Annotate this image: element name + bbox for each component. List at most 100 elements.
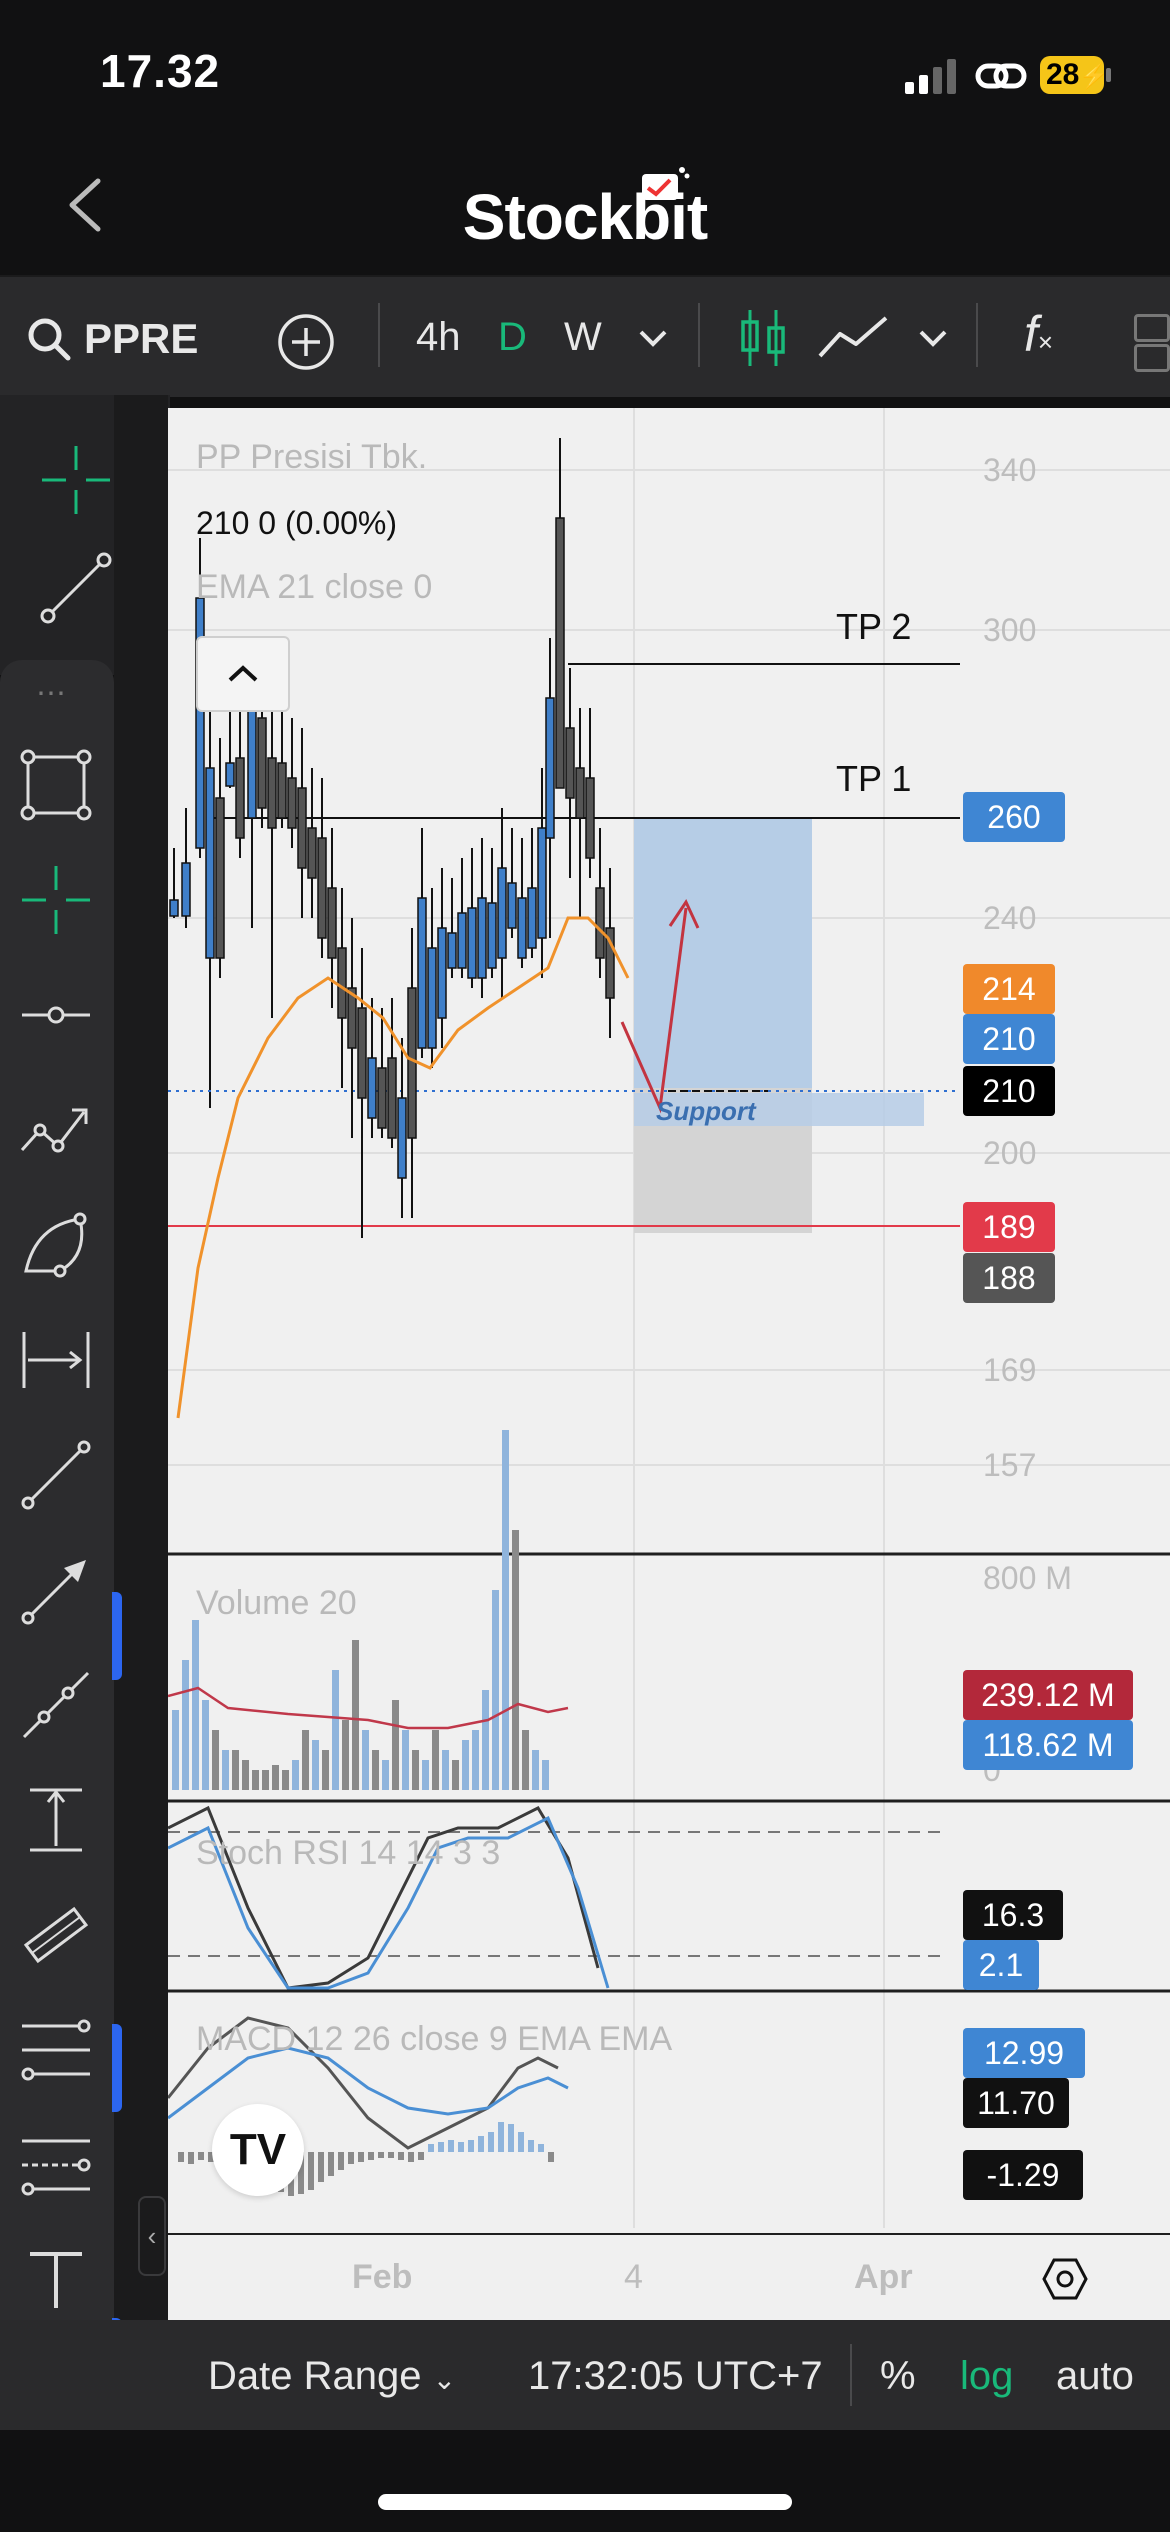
line-chart-icon[interactable] xyxy=(816,312,890,362)
text-tool-icon[interactable] xyxy=(16,2240,96,2320)
horizontal-ray-tool-icon[interactable] xyxy=(16,975,96,1055)
macd-histogram-bar xyxy=(458,2142,464,2152)
fib-retracement-tool-icon[interactable] xyxy=(16,2010,96,2090)
company-name: PP Presisi Tbk. xyxy=(196,438,428,476)
volume-bar xyxy=(242,1760,249,1790)
tp2-label: TP 2 xyxy=(836,606,912,647)
crosshair-tool-icon[interactable] xyxy=(16,860,96,940)
fib-fan-tool-icon[interactable] xyxy=(16,2125,96,2205)
volume-bar xyxy=(192,1620,199,1790)
candle-body xyxy=(507,882,517,929)
macd-histogram-bar xyxy=(518,2132,524,2152)
y-tick: 169 xyxy=(983,1352,1037,1388)
macd-signal-badge: 11.70 xyxy=(963,2078,1069,2128)
indicators-button[interactable]: f× xyxy=(1024,306,1054,362)
candle-body xyxy=(585,777,595,859)
candle-body xyxy=(555,517,565,789)
macd-histogram-bar xyxy=(418,2152,424,2160)
macd-histogram-bar xyxy=(388,2152,394,2158)
volume-bar xyxy=(232,1750,239,1790)
volume-bar xyxy=(482,1690,489,1790)
timeframe-d[interactable]: D xyxy=(498,315,527,359)
trend-line-tool-icon[interactable] xyxy=(36,548,116,628)
macd-histogram-bar xyxy=(308,2152,314,2190)
volume-bar xyxy=(322,1750,329,1790)
ema-legend: EMA 21 close 0 xyxy=(196,568,433,606)
macd-histogram-bar xyxy=(318,2152,324,2182)
candle-body xyxy=(545,697,555,839)
percent-scale-toggle[interactable]: % xyxy=(880,2354,916,2398)
volume-bar xyxy=(412,1750,419,1790)
volume-bar xyxy=(312,1740,319,1790)
volume-bar xyxy=(392,1700,399,1790)
date-range-label: Date Range xyxy=(208,2354,422,2398)
signal-icon xyxy=(905,59,956,94)
chevron-down-icon[interactable] xyxy=(916,326,950,350)
macd-histogram-bar xyxy=(368,2152,374,2160)
stoch-d-line xyxy=(168,1815,610,1990)
timeframe-w[interactable]: W xyxy=(564,315,602,359)
collapse-legend-button[interactable] xyxy=(196,636,290,712)
volume-bar xyxy=(172,1710,179,1790)
date-range-button[interactable]: Date Range ⌄ xyxy=(208,2354,456,2399)
vertical-measure-tool-icon[interactable] xyxy=(16,1780,96,1860)
macd-histogram-bar xyxy=(348,2152,354,2164)
extended-line-tool-icon[interactable] xyxy=(16,1665,96,1745)
candle-body xyxy=(247,707,257,819)
timezone-clock[interactable]: 17:32:05 UTC+7 xyxy=(528,2354,823,2398)
arc-tool-icon[interactable] xyxy=(16,1205,96,1285)
y-tick: 340 xyxy=(983,452,1037,488)
path-tool-icon[interactable] xyxy=(16,1090,96,1170)
candle-body xyxy=(235,757,245,839)
status-time: 17.32 xyxy=(100,45,221,97)
add-symbol-button[interactable] xyxy=(276,312,336,372)
low-price-badge: 188 xyxy=(963,1253,1055,1303)
volume-bar xyxy=(432,1730,439,1790)
rectangle-tool-icon[interactable] xyxy=(16,745,96,825)
volume-bar xyxy=(202,1700,209,1790)
toolbar-divider xyxy=(378,303,380,367)
macd-histogram-bar xyxy=(198,2152,204,2160)
chart-area[interactable]: PP Presisi Tbk. 210 0 (0.00%) EMA 21 clo… xyxy=(168,408,1170,2320)
candle-body xyxy=(427,947,437,1049)
collapse-sidebar-button[interactable]: ‹ xyxy=(138,2196,166,2276)
search-icon[interactable] xyxy=(26,316,72,362)
chevron-down-icon[interactable] xyxy=(636,326,670,350)
volume-bar xyxy=(462,1740,469,1790)
price-badge: 210 xyxy=(963,1014,1055,1064)
chart-settings-icon[interactable] xyxy=(1042,2256,1088,2302)
arrow-tool-icon[interactable] xyxy=(16,1550,96,1630)
target-zone xyxy=(634,818,812,1088)
price-range-tool-icon[interactable] xyxy=(16,1320,96,1400)
symbol-search-input[interactable]: PPRE xyxy=(84,315,199,362)
tp1-price-badge: 260 xyxy=(963,792,1065,842)
y-tick: 157 xyxy=(983,1447,1037,1483)
candle-body xyxy=(565,727,575,799)
volume-bar xyxy=(492,1590,499,1790)
volume-bar xyxy=(402,1730,409,1790)
candlestick-icon[interactable] xyxy=(736,306,792,370)
crosshair-icon[interactable] xyxy=(36,440,116,520)
brand-logo: Stockbit xyxy=(0,167,1170,254)
auto-scale-toggle[interactable]: auto xyxy=(1056,2354,1134,2398)
stoch-d-badge: 2.1 xyxy=(963,1940,1039,1990)
tradingview-logo[interactable]: TV xyxy=(212,2104,304,2196)
candle-body xyxy=(537,827,547,939)
layout-icon[interactable] xyxy=(1134,314,1170,342)
back-button[interactable] xyxy=(60,175,110,235)
y-tick: 300 xyxy=(983,612,1037,648)
timeframe-4h[interactable]: 4h xyxy=(416,315,461,359)
candle-body xyxy=(497,867,507,959)
candle-body xyxy=(327,887,337,959)
log-scale-toggle[interactable]: log xyxy=(960,2354,1014,2398)
macd-histogram-bar xyxy=(298,2152,304,2194)
candle-body xyxy=(257,717,267,809)
volume-bar xyxy=(532,1750,539,1790)
drag-handle-icon[interactable]: ⋯ xyxy=(36,677,70,710)
candle-body xyxy=(169,899,179,917)
candle-body xyxy=(287,777,297,829)
line-tool-icon[interactable] xyxy=(16,1435,96,1515)
candle-body xyxy=(397,1097,407,1179)
parallel-channel-tool-icon[interactable] xyxy=(16,1895,96,1975)
volume-bar xyxy=(262,1770,269,1790)
